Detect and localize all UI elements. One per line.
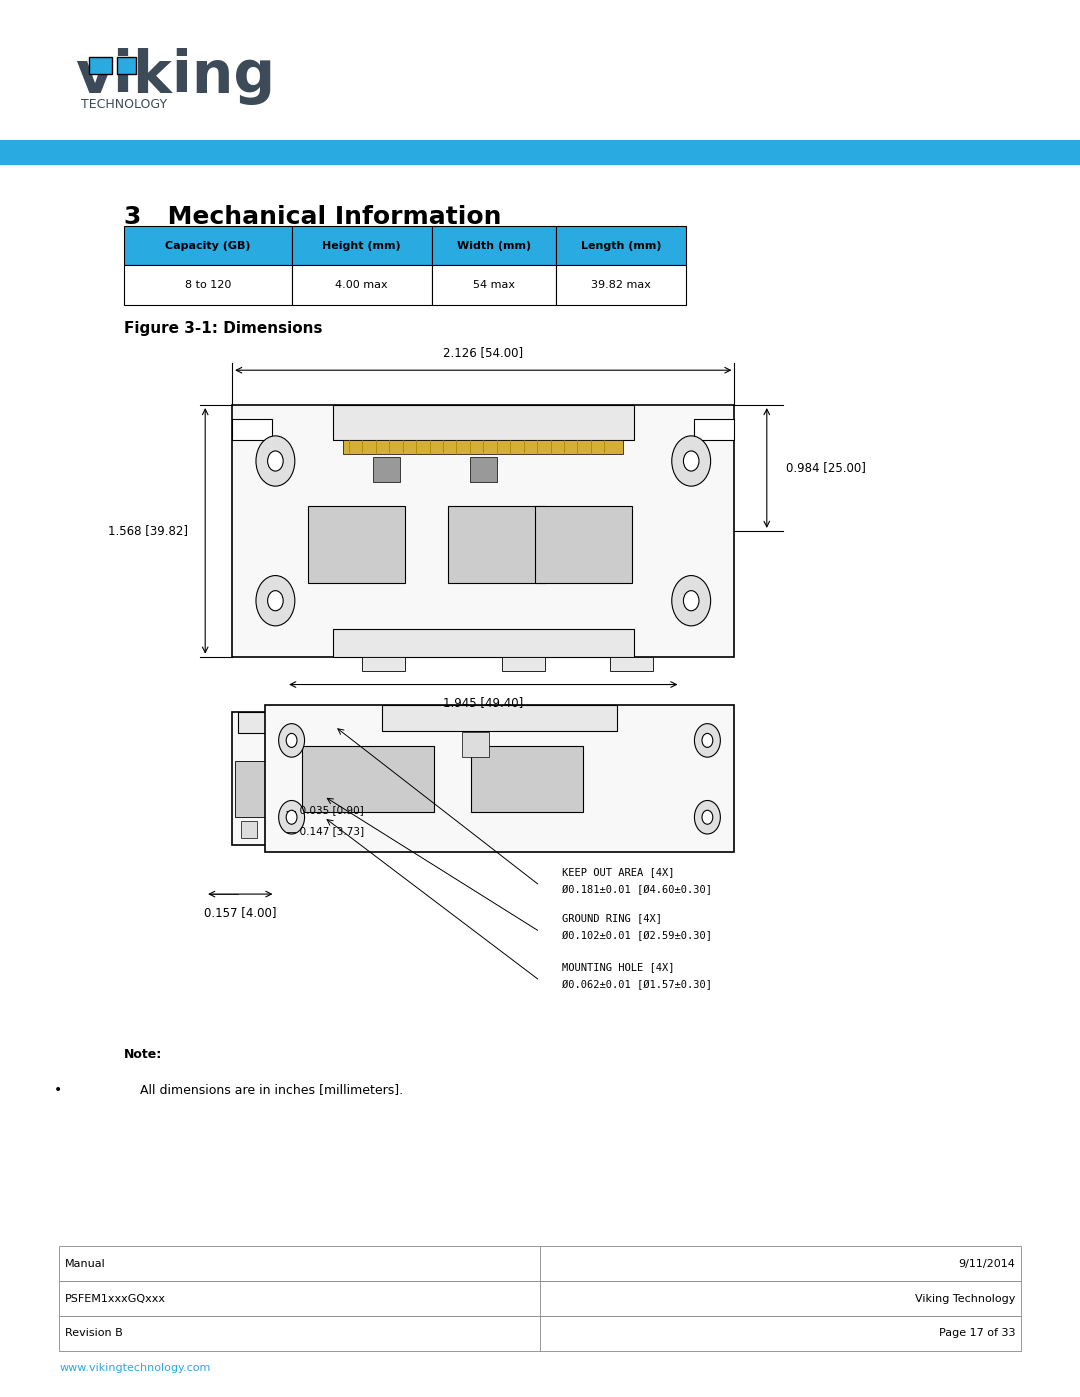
Circle shape xyxy=(256,436,295,486)
Bar xyxy=(333,629,634,657)
Circle shape xyxy=(256,576,295,626)
Circle shape xyxy=(268,591,283,610)
Text: 1.945 [49.40]: 1.945 [49.40] xyxy=(443,696,524,710)
Circle shape xyxy=(702,810,713,824)
Bar xyxy=(556,265,686,305)
Text: www.vikingtechnology.com: www.vikingtechnology.com xyxy=(59,1362,211,1373)
Bar xyxy=(471,746,583,812)
Circle shape xyxy=(268,451,283,471)
Text: 4.00 max: 4.00 max xyxy=(336,279,388,291)
Bar xyxy=(302,746,434,812)
Bar xyxy=(448,506,545,584)
Text: PSFEM1xxxGQxxx: PSFEM1xxxGQxxx xyxy=(65,1294,166,1303)
Circle shape xyxy=(694,724,720,757)
Text: Ø0.181±0.01 [Ø4.60±0.30]: Ø0.181±0.01 [Ø4.60±0.30] xyxy=(562,884,712,895)
Text: Figure 3-1: Dimensions: Figure 3-1: Dimensions xyxy=(124,321,323,335)
Bar xyxy=(462,732,489,757)
Bar xyxy=(373,457,400,482)
Text: All dimensions are in inches [millimeters].: All dimensions are in inches [millimeter… xyxy=(140,1083,404,1097)
Bar xyxy=(238,712,270,733)
Bar xyxy=(343,440,623,454)
Bar xyxy=(556,226,686,265)
Circle shape xyxy=(672,576,711,626)
Text: Width (mm): Width (mm) xyxy=(457,240,531,251)
FancyBboxPatch shape xyxy=(89,57,112,74)
Bar xyxy=(235,761,272,817)
Bar xyxy=(362,657,405,671)
Bar xyxy=(470,457,497,482)
Text: MOUNTING HOLE [4X]: MOUNTING HOLE [4X] xyxy=(562,961,674,972)
Bar xyxy=(292,265,432,305)
Circle shape xyxy=(684,591,699,610)
Bar xyxy=(241,821,257,838)
Bar xyxy=(124,265,292,305)
Circle shape xyxy=(672,436,711,486)
Bar xyxy=(432,265,556,305)
Circle shape xyxy=(286,733,297,747)
Circle shape xyxy=(286,810,297,824)
Bar xyxy=(59,1316,1021,1351)
Text: viking: viking xyxy=(76,49,275,105)
Text: Viking Technology: Viking Technology xyxy=(915,1294,1015,1303)
Text: Ø0.062±0.01 [Ø1.57±0.30]: Ø0.062±0.01 [Ø1.57±0.30] xyxy=(562,979,712,990)
Bar xyxy=(502,657,545,671)
Bar xyxy=(308,506,405,584)
Text: 3   Mechanical Information: 3 Mechanical Information xyxy=(124,204,502,229)
Text: 9/11/2014: 9/11/2014 xyxy=(958,1259,1015,1268)
Bar xyxy=(232,712,275,845)
Bar xyxy=(59,1246,1021,1281)
Bar xyxy=(124,226,292,265)
Text: Ø0.102±0.01 [Ø2.59±0.30]: Ø0.102±0.01 [Ø2.59±0.30] xyxy=(562,930,712,942)
Bar xyxy=(610,657,653,671)
Bar xyxy=(59,1281,1021,1316)
Text: TECHNOLOGY: TECHNOLOGY xyxy=(81,98,167,112)
Bar xyxy=(432,226,556,265)
Circle shape xyxy=(279,800,305,834)
Circle shape xyxy=(279,724,305,757)
Text: 54 max: 54 max xyxy=(473,279,515,291)
Text: 8 to 120: 8 to 120 xyxy=(185,279,231,291)
Circle shape xyxy=(702,733,713,747)
Bar xyxy=(535,506,632,584)
Text: Manual: Manual xyxy=(65,1259,106,1268)
Bar xyxy=(232,419,272,440)
Text: Note:: Note: xyxy=(124,1048,162,1062)
Text: GROUND RING [4X]: GROUND RING [4X] xyxy=(562,912,662,923)
Text: Revision B: Revision B xyxy=(65,1329,122,1338)
Text: 39.82 max: 39.82 max xyxy=(591,279,651,291)
Text: •: • xyxy=(54,1083,63,1097)
Text: — 0.147 [3.73]: — 0.147 [3.73] xyxy=(286,826,364,837)
Bar xyxy=(694,419,734,440)
Text: 0.984 [25.00]: 0.984 [25.00] xyxy=(786,461,866,475)
Bar xyxy=(0,140,1080,165)
Text: 0.157 [4.00]: 0.157 [4.00] xyxy=(204,905,276,919)
Text: Page 17 of 33: Page 17 of 33 xyxy=(939,1329,1015,1338)
Bar xyxy=(333,405,634,440)
Bar xyxy=(292,226,432,265)
Text: KEEP OUT AREA [4X]: KEEP OUT AREA [4X] xyxy=(562,866,674,877)
Circle shape xyxy=(694,800,720,834)
Text: — 0.035 [0.90]: — 0.035 [0.90] xyxy=(286,805,364,816)
Text: 2.126 [54.00]: 2.126 [54.00] xyxy=(443,345,524,359)
Circle shape xyxy=(684,451,699,471)
Text: Length (mm): Length (mm) xyxy=(581,240,661,251)
FancyBboxPatch shape xyxy=(117,57,136,74)
Bar xyxy=(265,705,734,852)
Bar xyxy=(232,405,734,657)
Text: Height (mm): Height (mm) xyxy=(323,240,401,251)
Text: 1.568 [39.82]: 1.568 [39.82] xyxy=(108,524,188,538)
Text: Capacity (GB): Capacity (GB) xyxy=(165,240,251,251)
Bar xyxy=(382,705,617,731)
